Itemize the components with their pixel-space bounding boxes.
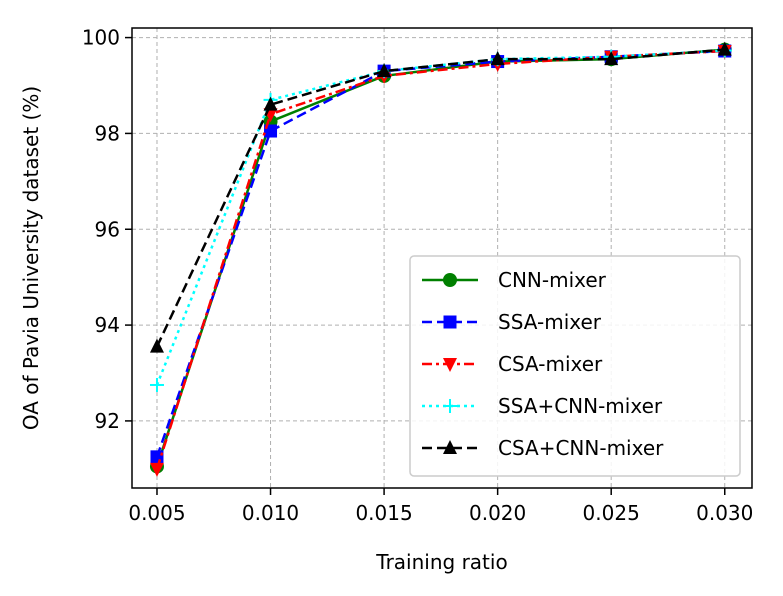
x-tick-label: 0.020: [469, 501, 526, 525]
data-point: [490, 51, 505, 66]
data-point: [717, 41, 732, 56]
legend-entry: SSA-mixer: [422, 310, 602, 334]
series-line: [155, 49, 725, 470]
legend-label: SSA+CNN-mixer: [498, 394, 663, 418]
x-tick-label: 0.015: [355, 501, 412, 525]
legend-entry: CSA-mixer: [422, 352, 603, 376]
data-point: [263, 96, 278, 111]
data-point: [604, 51, 619, 66]
data-point: [150, 450, 164, 464]
legend-entry: CNN-mixer: [422, 268, 607, 292]
legend-marker: [443, 440, 457, 454]
y-axis-label: OA of Pavia University dataset (%): [19, 86, 43, 430]
axis-ticks: 0.005 0.010 0.015 0.020 0.025 0.030 92 94 96 98 10…: [82, 26, 754, 525]
legend-label: CSA-mixer: [498, 352, 603, 376]
plot-frame: [131, 27, 753, 489]
series-line: [155, 48, 725, 348]
y-tick-label: 98: [95, 121, 120, 145]
legend-label: CNN-mixer: [498, 268, 607, 292]
legend-entry: SSA+CNN-mixer: [422, 394, 663, 418]
legend-marker: [443, 399, 457, 413]
x-tick-label: 0.030: [696, 501, 753, 525]
legend-entry: CSA+CNN-mixer: [422, 436, 664, 460]
legend: CNN-mixer SSA-mixer CSA-mixer SSA+CNN-mixer…: [409, 255, 741, 477]
y-tick-label: 92: [95, 409, 120, 433]
legend-marker: [443, 358, 457, 372]
legend-marker: [443, 273, 457, 287]
legend-box: [409, 255, 741, 477]
series-layer: [149, 41, 732, 477]
data-point: [377, 63, 392, 78]
data-point: [149, 338, 164, 353]
y-tick-label: 94: [95, 313, 120, 337]
legend-label: CSA+CNN-mixer: [498, 436, 664, 460]
data-point: [149, 462, 164, 477]
x-tick-label: 0.005: [128, 501, 185, 525]
legend-marker: [443, 315, 457, 329]
data-point: [149, 377, 164, 392]
y-tick-label: 96: [95, 217, 120, 241]
x-tick-label: 0.025: [583, 501, 640, 525]
x-axis-label: Training ratio: [375, 550, 507, 574]
series-csa-cnn-mixer: [149, 41, 732, 353]
legend-label: SSA-mixer: [498, 310, 602, 334]
x-tick-label: 0.010: [242, 501, 299, 525]
y-tick-label: 100: [82, 26, 120, 50]
